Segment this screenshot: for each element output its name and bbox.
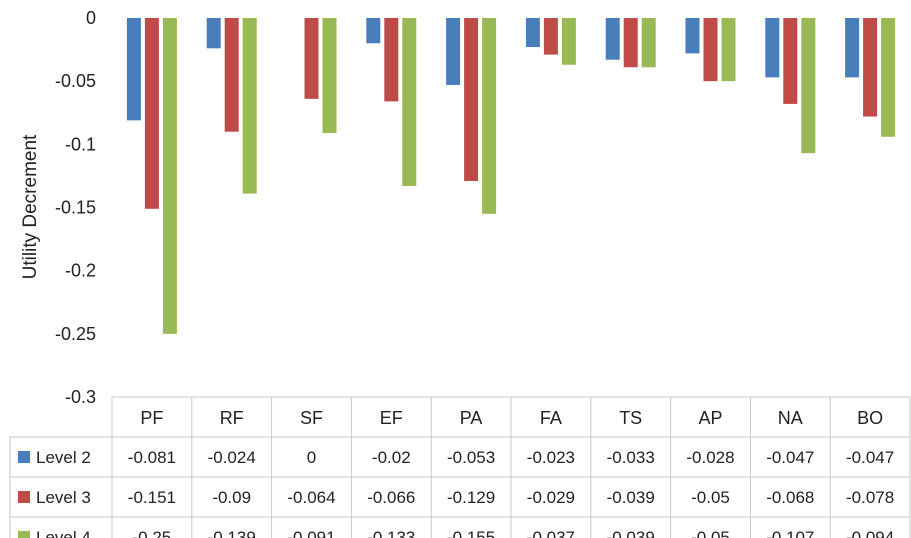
data-label: -0.151 xyxy=(128,488,176,507)
bar xyxy=(561,18,576,65)
category-label: AP xyxy=(698,408,722,428)
bar xyxy=(206,18,221,49)
y-tick-label: -0.3 xyxy=(65,387,96,407)
category-label: BO xyxy=(857,408,883,428)
data-label: -0.024 xyxy=(208,448,256,467)
data-label: -0.05 xyxy=(691,488,730,507)
data-label: -0.047 xyxy=(766,448,814,467)
data-label: -0.107 xyxy=(766,528,814,538)
category-label: NA xyxy=(778,408,803,428)
bar xyxy=(605,18,620,60)
legend-label: Level 4 xyxy=(36,528,91,538)
bar xyxy=(402,18,417,187)
bar xyxy=(641,18,656,68)
bar xyxy=(242,18,257,194)
bar xyxy=(703,18,718,82)
bar xyxy=(685,18,700,54)
data-label: -0.078 xyxy=(846,488,894,507)
bar xyxy=(765,18,780,78)
data-label: -0.094 xyxy=(846,528,894,538)
data-label: -0.129 xyxy=(447,488,495,507)
y-axis-label: Utility Decrement xyxy=(20,134,41,279)
bar xyxy=(384,18,399,102)
legend-swatch xyxy=(18,531,30,538)
data-label: -0.047 xyxy=(846,448,894,467)
data-label: -0.091 xyxy=(287,528,335,538)
category-label: SF xyxy=(300,408,323,428)
bar xyxy=(482,18,497,214)
data-label: -0.09 xyxy=(212,488,251,507)
data-label: 0 xyxy=(307,448,316,467)
bar xyxy=(446,18,461,85)
bar xyxy=(783,18,798,104)
bar xyxy=(322,18,337,133)
data-label: -0.037 xyxy=(527,528,575,538)
data-label: -0.068 xyxy=(766,488,814,507)
category-label: TS xyxy=(619,408,642,428)
data-label: -0.039 xyxy=(607,488,655,507)
data-label: -0.25 xyxy=(133,528,172,538)
bar xyxy=(144,18,159,209)
bar xyxy=(162,18,177,334)
data-label: -0.155 xyxy=(447,528,495,538)
legend-swatch xyxy=(18,451,30,463)
data-label: -0.053 xyxy=(447,448,495,467)
y-tick-labels: 0 -0.05 -0.1 -0.15 -0.2 -0.25 -0.3 xyxy=(55,8,96,407)
data-label: -0.029 xyxy=(527,488,575,507)
data-label: -0.133 xyxy=(367,528,415,538)
category-label: PA xyxy=(460,408,483,428)
data-label: -0.05 xyxy=(691,528,730,538)
data-label: -0.139 xyxy=(208,528,256,538)
bar xyxy=(881,18,896,137)
data-label: -0.023 xyxy=(527,448,575,467)
legend-label: Level 3 xyxy=(36,488,91,507)
category-label: PF xyxy=(140,408,163,428)
bar xyxy=(126,18,141,121)
data-label: -0.066 xyxy=(367,488,415,507)
legend-label: Level 2 xyxy=(36,448,91,467)
data-label: -0.039 xyxy=(607,528,655,538)
y-tick-label: 0 xyxy=(86,8,96,28)
category-label: FA xyxy=(540,408,562,428)
y-tick-label: -0.2 xyxy=(65,261,96,281)
data-label: -0.081 xyxy=(128,448,176,467)
y-tick-label: -0.25 xyxy=(55,324,96,344)
legend-swatch xyxy=(18,491,30,503)
category-label: EF xyxy=(380,408,403,428)
category-label: RF xyxy=(220,408,244,428)
bar xyxy=(224,18,239,132)
y-tick-label: -0.1 xyxy=(65,134,96,154)
data-label: -0.028 xyxy=(686,448,734,467)
data-label: -0.02 xyxy=(372,448,411,467)
bars xyxy=(126,18,896,334)
bar xyxy=(366,18,381,44)
y-tick-label: -0.05 xyxy=(55,71,96,91)
bar xyxy=(863,18,878,117)
bar xyxy=(801,18,816,154)
bar xyxy=(304,18,319,99)
bar xyxy=(464,18,479,181)
data-table: PF RF SF EF PA FA TS AP NA BO Level 2 -0.081 -0.024 0… xyxy=(9,396,911,538)
data-label: -0.033 xyxy=(607,448,655,467)
bar xyxy=(543,18,558,55)
data-label: -0.064 xyxy=(287,488,335,507)
bar xyxy=(721,18,736,82)
bar xyxy=(845,18,860,78)
bar xyxy=(525,18,540,48)
y-tick-label: -0.15 xyxy=(55,198,96,218)
bar xyxy=(623,18,638,68)
